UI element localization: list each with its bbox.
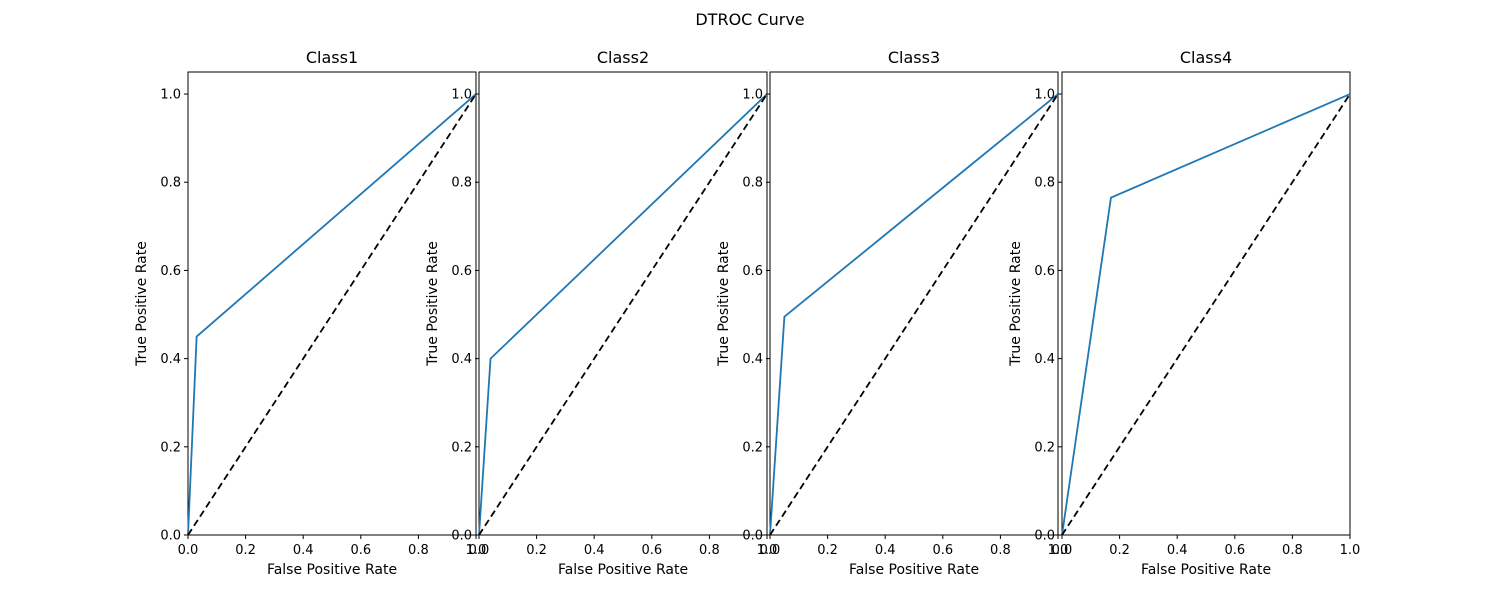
subplot-title: Class2 xyxy=(597,48,649,67)
x-tick-label: 0.6 xyxy=(350,543,371,558)
y-tick-label: 1.0 xyxy=(160,88,181,103)
x-tick-label: 1.0 xyxy=(1048,543,1069,558)
y-tick-label: 0.4 xyxy=(742,352,763,367)
y-tick-label: 0.0 xyxy=(160,529,181,544)
roc-curve-line xyxy=(1061,93,1351,536)
x-tick-label: 0.4 xyxy=(584,543,605,558)
x-tick-label: 0.4 xyxy=(875,543,896,558)
x-tick-label: 0.2 xyxy=(235,543,256,558)
axes-frame xyxy=(1061,71,1351,536)
axes-frame xyxy=(769,71,1059,536)
y-axis-label: True Positive Rate xyxy=(425,241,441,367)
x-tick-label: 0.0 xyxy=(1052,543,1073,558)
x-tick-label: 0.2 xyxy=(1109,543,1130,558)
y-tick-label: 0.0 xyxy=(742,529,763,544)
figure-title: DTROC Curve xyxy=(695,10,804,29)
roc-curve-line xyxy=(478,93,768,536)
x-tick-label: 0.8 xyxy=(1282,543,1303,558)
roc-curve-line xyxy=(769,93,1059,536)
y-tick-label: 0.6 xyxy=(742,264,763,279)
y-tick-label: 0.2 xyxy=(1034,440,1055,455)
x-tick-label: 0.8 xyxy=(408,543,429,558)
y-tick-label: 0.6 xyxy=(160,264,181,279)
y-tick-label: 1.0 xyxy=(1034,88,1055,103)
axes-frame xyxy=(478,71,768,536)
x-tick-label: 0.8 xyxy=(990,543,1011,558)
x-axis-label: False Positive Rate xyxy=(558,562,688,578)
x-tick-label: 0.8 xyxy=(699,543,720,558)
y-tick-label: 0.2 xyxy=(451,440,472,455)
x-tick-label: 0.4 xyxy=(1167,543,1188,558)
y-tick-label: 0.8 xyxy=(160,176,181,191)
x-tick-label: 1.0 xyxy=(466,543,487,558)
y-tick-label: 0.4 xyxy=(1034,352,1055,367)
x-tick-label: 0.2 xyxy=(526,543,547,558)
x-tick-label: 0.6 xyxy=(1224,543,1245,558)
x-axis-label: False Positive Rate xyxy=(1141,562,1271,578)
axes-frame xyxy=(187,71,477,536)
x-tick-label: 1.0 xyxy=(757,543,778,558)
x-tick-label: 1.0 xyxy=(1340,543,1361,558)
x-tick-label: 0.0 xyxy=(469,543,490,558)
y-tick-label: 0.2 xyxy=(742,440,763,455)
x-tick-label: 0.2 xyxy=(817,543,838,558)
x-tick-label: 0.6 xyxy=(932,543,953,558)
y-tick-label: 0.8 xyxy=(1034,176,1055,191)
y-tick-label: 0.6 xyxy=(1034,264,1055,279)
y-axis-label: True Positive Rate xyxy=(134,241,150,367)
y-axis-label: True Positive Rate xyxy=(1008,241,1024,367)
y-tick-label: 0.4 xyxy=(451,352,472,367)
y-tick-label: 0.6 xyxy=(451,264,472,279)
y-tick-label: 0.0 xyxy=(1034,529,1055,544)
y-tick-label: 0.8 xyxy=(451,176,472,191)
chance-diagonal-line xyxy=(1061,93,1351,536)
y-axis-label: True Positive Rate xyxy=(716,241,732,367)
subplot-title: Class3 xyxy=(888,48,940,67)
x-axis-label: False Positive Rate xyxy=(267,562,397,578)
roc-curve-line xyxy=(187,93,477,536)
subplot-title: Class4 xyxy=(1180,48,1232,67)
y-tick-label: 1.0 xyxy=(742,88,763,103)
x-tick-label: 0.0 xyxy=(760,543,781,558)
y-tick-label: 0.4 xyxy=(160,352,181,367)
x-axis-label: False Positive Rate xyxy=(849,562,979,578)
y-tick-label: 0.8 xyxy=(742,176,763,191)
y-tick-label: 1.0 xyxy=(451,88,472,103)
x-tick-label: 0.4 xyxy=(293,543,314,558)
y-tick-label: 0.0 xyxy=(451,529,472,544)
subplot-title: Class1 xyxy=(306,48,358,67)
x-tick-label: 0.0 xyxy=(178,543,199,558)
x-tick-label: 0.6 xyxy=(641,543,662,558)
y-tick-label: 0.2 xyxy=(160,440,181,455)
